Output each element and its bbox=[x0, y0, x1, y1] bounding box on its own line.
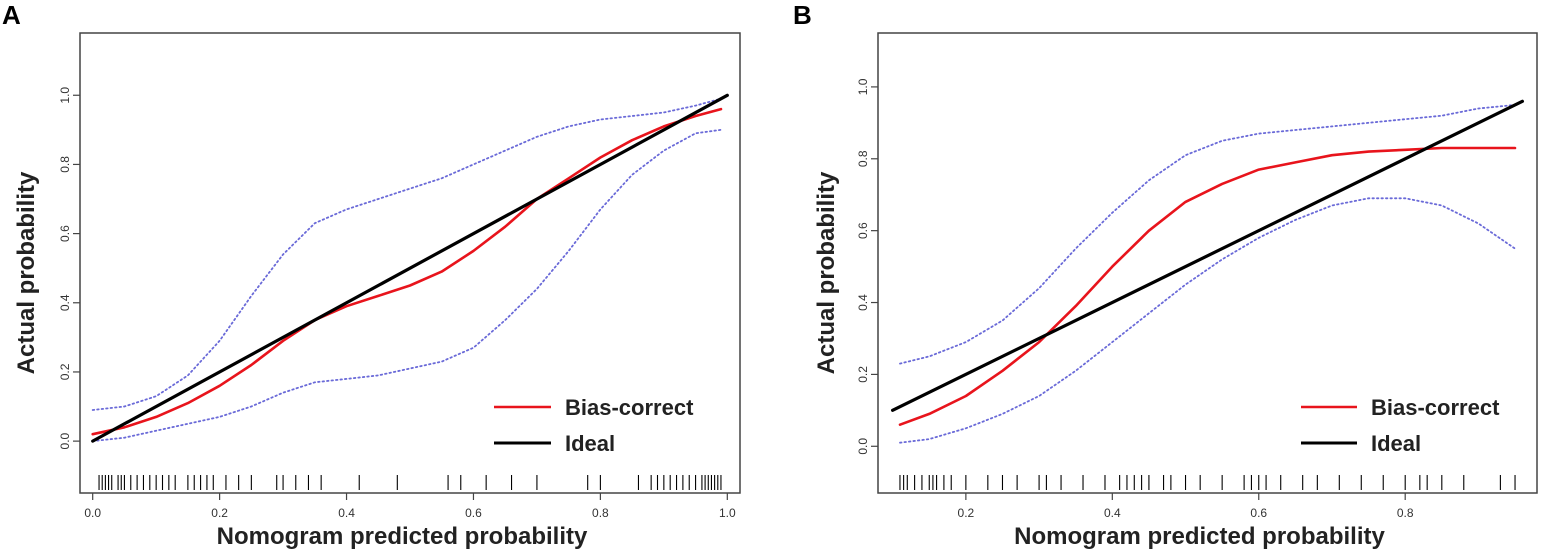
chart-b-ideal-line bbox=[890, 99, 1525, 412]
chart-a-legend-ideal-label: Ideal bbox=[565, 431, 615, 456]
panel-label-b: B bbox=[793, 0, 812, 30]
chart-a-x-tick-label: 0.6 bbox=[465, 506, 482, 520]
chart-a-lower-ci-line bbox=[91, 128, 722, 443]
chart-b-x-tick-label: 0.6 bbox=[1250, 506, 1267, 520]
chart-b-legend-bias-correct-label: Bias-correct bbox=[1371, 395, 1500, 420]
chart-a-y-tick-label: 0.8 bbox=[58, 156, 72, 173]
chart-b-y-tick-label: 0.4 bbox=[856, 294, 870, 311]
chart-a-legend-bias-correct-label: Bias-correct bbox=[565, 395, 694, 420]
chart-a-y-axis-title: Actual probability bbox=[13, 171, 40, 374]
calibration-chart-a: 0.0 0.2 0.4 0.6 0.8 1.0 0.0 0.2 0.4 0.6 0.8 1.0 Nomo… bbox=[13, 32, 741, 550]
chart-b-y-tick-label: 0.8 bbox=[856, 150, 870, 167]
chart-a-bias-correct-line bbox=[91, 107, 723, 436]
panel-label-a: A bbox=[2, 0, 21, 30]
chart-b-lower-ci-line bbox=[899, 197, 1516, 444]
chart-b-bias-correct-line bbox=[898, 146, 1517, 427]
chart-b-y-tick-label: 0.2 bbox=[856, 366, 870, 383]
chart-b-x-tick-label: 0.2 bbox=[958, 506, 975, 520]
chart-a-x-tick-label: 1.0 bbox=[719, 506, 736, 520]
chart-a-x-tick-label: 0.0 bbox=[84, 506, 101, 520]
chart-b-y-axis-title: Actual probability bbox=[813, 171, 840, 374]
chart-b-legend-ideal-label: Ideal bbox=[1371, 431, 1421, 456]
chart-a-y-tick-label: 0.0 bbox=[58, 432, 72, 449]
chart-a-y-tick-label: 0.6 bbox=[58, 225, 72, 242]
chart-a-y-tick-label: 0.2 bbox=[58, 363, 72, 380]
chart-b-plot-frame bbox=[877, 32, 1538, 494]
chart-a-x-tick-label: 0.4 bbox=[338, 506, 355, 520]
chart-a-plot-frame bbox=[79, 32, 741, 494]
chart-a-y-tick-label: 0.4 bbox=[58, 294, 72, 311]
chart-a-x-tick-label: 0.2 bbox=[211, 506, 228, 520]
chart-b-y-tick-label: 0.6 bbox=[856, 222, 870, 239]
chart-b-x-tick-label: 0.8 bbox=[1397, 506, 1414, 520]
chart-b-upper-ci-line bbox=[899, 104, 1516, 365]
chart-a-x-tick-label: 0.8 bbox=[592, 506, 609, 520]
chart-b-y-tick-label: 0.0 bbox=[856, 438, 870, 455]
calibration-chart-b: 0.2 0.4 0.6 0.8 0.0 0.2 0.4 0.6 0.8 1.0 Nomogram p… bbox=[813, 32, 1538, 550]
chart-b-y-tick-label: 1.0 bbox=[856, 78, 870, 95]
chart-a-ideal-line bbox=[91, 93, 729, 443]
chart-b-x-tick-label: 0.4 bbox=[1104, 506, 1121, 520]
chart-b-x-axis-title: Nomogram predicted probability bbox=[1014, 523, 1385, 550]
chart-a-y-tick-label: 1.0 bbox=[58, 87, 72, 104]
chart-a-upper-ci-line bbox=[91, 97, 722, 411]
chart-a-x-axis-title: Nomogram predicted probability bbox=[217, 523, 588, 550]
